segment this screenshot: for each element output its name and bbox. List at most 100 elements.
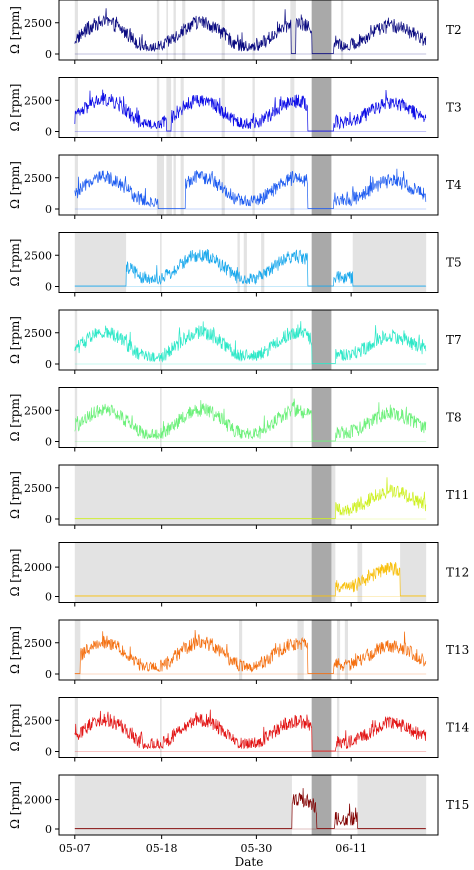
y-tick-label: 0 (45, 281, 52, 294)
y-axis-title: Ω [rpm] (8, 471, 22, 519)
series-line-t3 (74, 89, 427, 132)
dark-band (311, 542, 332, 603)
gray-region (156, 155, 165, 215)
gray-region (173, 77, 176, 138)
gray-region (407, 542, 427, 603)
gray-region (290, 155, 295, 215)
y-axis-title: Ω [rpm] (8, 161, 22, 209)
gray-region (180, 77, 184, 138)
gray-region (74, 232, 127, 293)
panel-label-t14: T14 (446, 721, 470, 735)
gray-region (252, 77, 255, 138)
gray-region (74, 465, 336, 525)
gray-region (239, 620, 243, 680)
series-line-t2 (74, 8, 427, 54)
gray-region (252, 0, 255, 60)
y-axis-title: Ω [rpm] (8, 84, 22, 132)
panel-label-t3: T3 (446, 101, 462, 115)
panel-label-t8: T8 (446, 411, 462, 425)
gray-region (74, 542, 336, 603)
gray-region (357, 775, 427, 835)
gray-region (297, 620, 304, 680)
panel-frame (58, 774, 439, 836)
panel-frame (58, 464, 439, 526)
gray-region (166, 77, 172, 138)
gray-region (180, 155, 184, 215)
gray-region (336, 697, 340, 758)
gray-region (243, 232, 247, 293)
gray-region (160, 697, 162, 758)
dark-band (311, 465, 332, 525)
panel-frame (58, 0, 439, 61)
panel-label-t12: T12 (446, 566, 469, 580)
series-line-t4 (74, 168, 427, 209)
y-tick-label: 0 (45, 203, 52, 216)
y-tick-label: 2500 (24, 637, 52, 650)
series-line-t5 (74, 249, 426, 287)
y-axis-title: Ω [rpm] (8, 781, 22, 829)
gray-region (340, 0, 344, 60)
panel-label-t7: T7 (446, 333, 462, 347)
panel-label-t13: T13 (446, 643, 469, 657)
panel-frame (58, 309, 439, 371)
gray-region (336, 620, 341, 680)
panel-label-t5: T5 (446, 256, 462, 270)
gray-region (74, 155, 78, 215)
gray-region (252, 155, 255, 215)
y-tick-label: 2500 (24, 327, 52, 340)
panel-frame (58, 542, 439, 603)
x-tick-label: 05-30 (241, 842, 273, 855)
y-tick-label: 0 (45, 513, 52, 526)
gray-region (290, 0, 296, 60)
panel-label-t4: T4 (446, 178, 462, 192)
panel-label-t2: T2 (446, 23, 462, 37)
y-tick-label: 2500 (24, 94, 52, 107)
gray-region (74, 0, 78, 60)
y-tick-label: 0 (45, 358, 52, 371)
y-axis-title: Ω [rpm] (8, 549, 22, 597)
gray-region (173, 0, 176, 60)
gray-region (74, 697, 78, 758)
y-axis-title: Ω [rpm] (8, 316, 22, 364)
x-tick-label: 05-18 (146, 842, 178, 855)
panel-frame (58, 154, 439, 216)
y-tick-label: 0 (45, 668, 52, 681)
y-tick-label: 2500 (24, 404, 52, 417)
y-tick-label: 2500 (24, 714, 52, 727)
x-tick-label: 05-07 (59, 842, 91, 855)
y-tick-label: 0 (45, 126, 52, 139)
gray-region (160, 387, 162, 448)
gray-region (166, 155, 172, 215)
panel-frame (58, 619, 439, 681)
gray-region (357, 542, 363, 603)
dark-band (311, 620, 332, 680)
gray-region (221, 155, 225, 215)
series-line-t14 (74, 709, 427, 752)
gray-region (156, 0, 160, 60)
y-tick-label: 0 (45, 436, 52, 449)
y-tick-label: 2500 (24, 482, 52, 495)
gray-region (160, 310, 162, 370)
dark-band (311, 310, 332, 370)
y-tick-label: 2000 (24, 561, 52, 574)
gray-region (221, 77, 225, 138)
panel-frame (58, 232, 439, 293)
gray-region (352, 232, 427, 293)
gray-region (74, 310, 78, 370)
y-axis-title: Ω [rpm] (8, 394, 22, 442)
gray-region (237, 232, 240, 293)
gray-region (166, 0, 168, 60)
y-tick-label: 2500 (24, 17, 52, 30)
x-axis-title: Date (235, 855, 264, 869)
y-axis-title: Ω [rpm] (8, 239, 22, 287)
gray-region (160, 232, 162, 293)
series-line-t12 (74, 562, 426, 597)
gray-region (74, 775, 292, 835)
series-line-t8 (74, 398, 427, 442)
gray-region (261, 232, 265, 293)
